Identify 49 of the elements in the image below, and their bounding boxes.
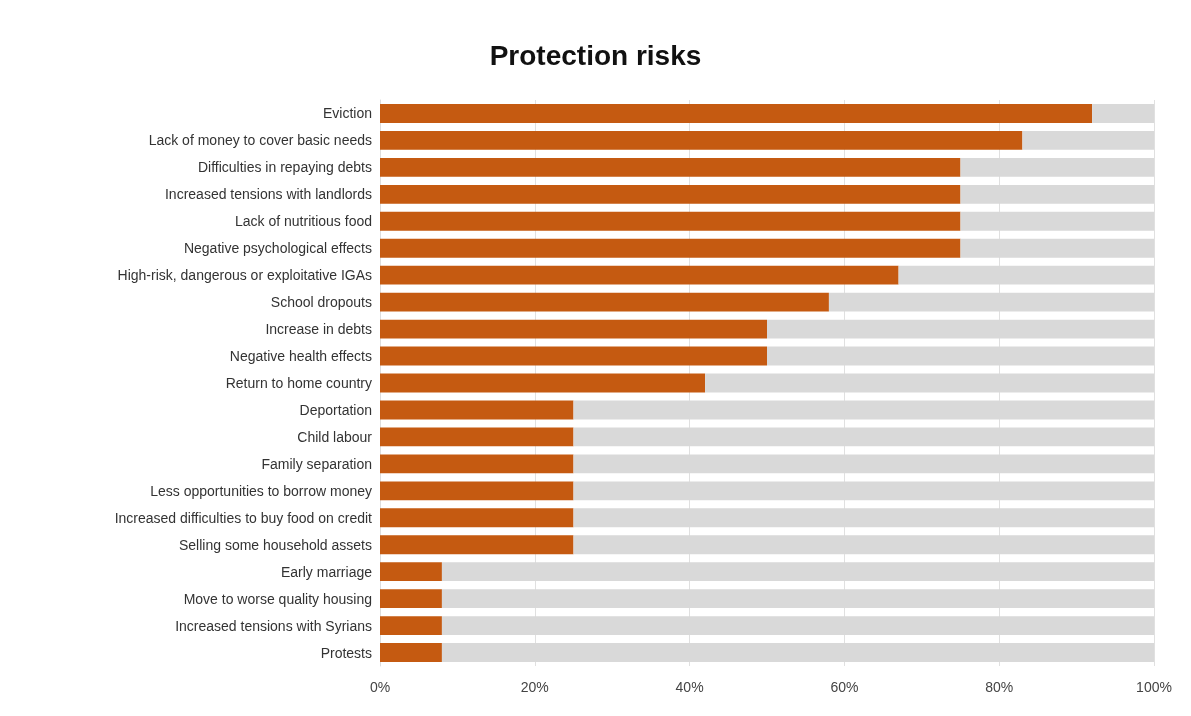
y-tick-label: Negative health effects bbox=[229, 348, 372, 365]
x-tick-label: 100% bbox=[1136, 679, 1172, 695]
bar bbox=[380, 131, 1023, 150]
x-tick-label: 0% bbox=[369, 679, 391, 695]
x-tick-label: 20% bbox=[520, 679, 549, 695]
y-tick-label: Less opportunities to borrow money bbox=[150, 482, 372, 499]
y-tick-label: Increase in debts bbox=[265, 321, 372, 338]
bar bbox=[380, 535, 574, 555]
y-tick-label: Eviction bbox=[322, 105, 372, 122]
bar bbox=[380, 211, 961, 231]
y-tick-label: Difficulties in repaying debts bbox=[197, 159, 372, 176]
y-tick-label: Return to home country bbox=[225, 375, 372, 391]
y-tick-label: Child labour bbox=[297, 428, 373, 445]
y-tick-label: Lack of money to cover basic needs bbox=[148, 132, 372, 149]
bar bbox=[380, 427, 574, 447]
bar bbox=[380, 292, 829, 312]
bar bbox=[380, 319, 767, 339]
bar bbox=[380, 508, 574, 528]
y-tick-label: Move to worse quality housing bbox=[183, 590, 372, 607]
y-tick-label: Protests bbox=[320, 644, 372, 661]
bar bbox=[380, 104, 1093, 123]
x-tick-label: 60% bbox=[830, 679, 859, 695]
bar bbox=[380, 346, 767, 366]
bar bbox=[380, 562, 442, 582]
y-tick-label: High-risk, dangerous or exploitative IGAs bbox=[117, 267, 372, 284]
bar bbox=[380, 616, 442, 635]
y-tick-label: Early marriage bbox=[280, 563, 373, 580]
bar bbox=[380, 184, 961, 204]
bar bbox=[380, 238, 961, 258]
bar bbox=[380, 157, 961, 177]
y-tick-label: Deportation bbox=[299, 401, 372, 418]
chart-title: Protection risks bbox=[489, 39, 702, 71]
x-tick-label: 80% bbox=[985, 679, 1014, 695]
x-tick-label: 40% bbox=[675, 679, 704, 695]
y-tick-label: Lack of nutritious food bbox=[235, 213, 372, 230]
bar bbox=[380, 589, 442, 609]
y-tick-label: Increased difficulties to buy food on credit bbox=[114, 509, 373, 526]
bar bbox=[380, 481, 574, 501]
y-tick-label: Increased tensions with Syrians bbox=[175, 617, 372, 634]
bar bbox=[380, 265, 899, 285]
y-tick-label: School dropouts bbox=[270, 294, 372, 311]
y-tick-label: Family separation bbox=[261, 455, 372, 472]
bar bbox=[380, 454, 574, 474]
y-tick-label: Increased tensions with landlords bbox=[164, 186, 372, 203]
bar bbox=[380, 643, 442, 662]
y-tick-label: Selling some household assets bbox=[178, 536, 372, 553]
y-tick-label: Negative psychological effects bbox=[183, 240, 372, 257]
bar bbox=[380, 373, 706, 393]
bar bbox=[380, 400, 574, 420]
